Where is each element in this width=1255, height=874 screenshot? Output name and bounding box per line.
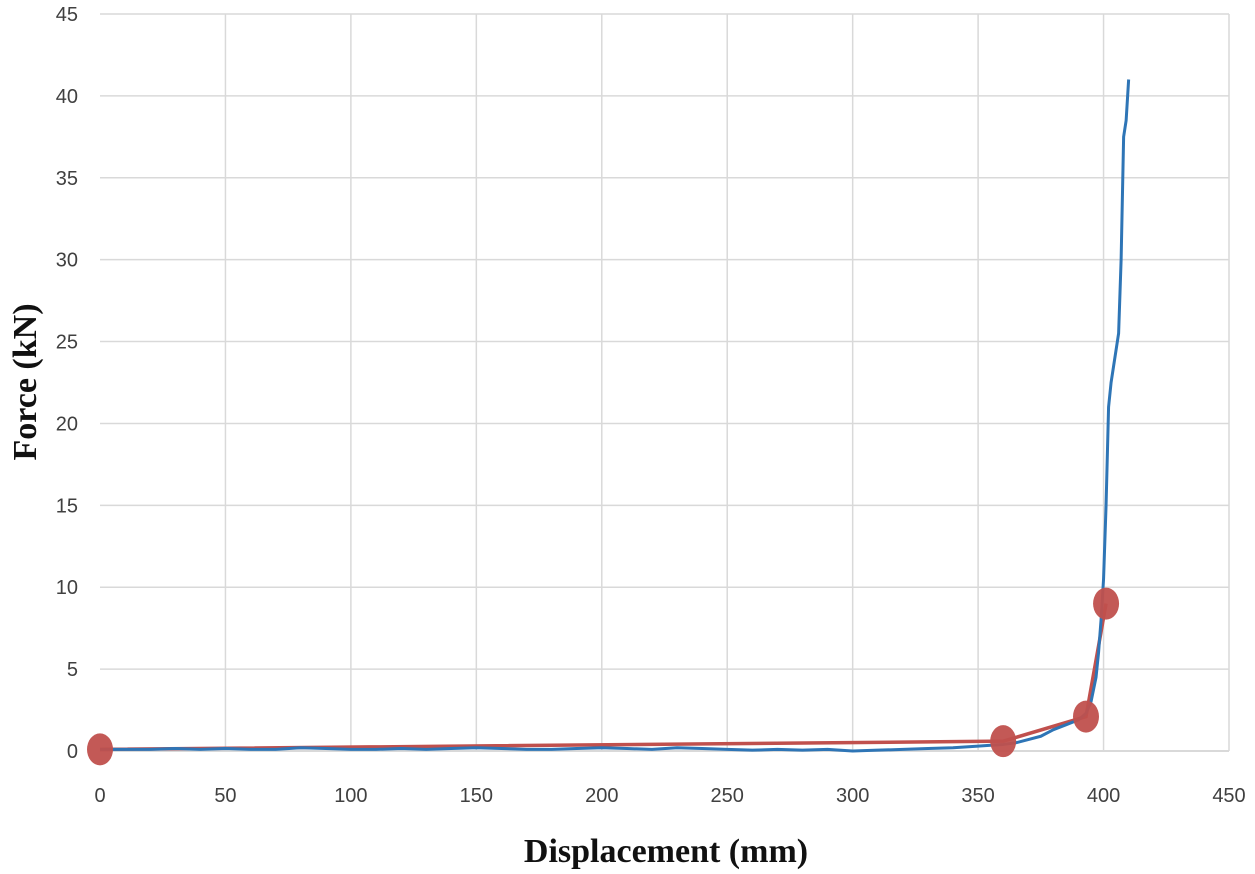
x-tick-label: 350 (961, 785, 994, 807)
tick-labels: 0 50 100 150 200 250 300 350 400 450 0 5 10 15 20 25 30 3… (56, 4, 1246, 807)
fitted-point-marker (1093, 587, 1120, 620)
x-tick-label: 50 (214, 785, 236, 807)
y-tick-label: 35 (56, 168, 78, 190)
gridlines (100, 13, 1230, 751)
y-tick-label: 30 (56, 250, 78, 272)
fitted-point-marker (87, 733, 113, 766)
y-tick-label: 45 (56, 4, 78, 26)
measured-curve (100, 79, 1131, 753)
fitted-line (99, 603, 1108, 752)
y-tick-label: 25 (56, 332, 78, 354)
x-tick-label: 300 (836, 785, 869, 807)
y-tick-label: 5 (67, 659, 78, 681)
y-tick-label: 40 (56, 86, 78, 108)
y-tick-label: 10 (56, 577, 78, 599)
series-layer (99, 79, 1131, 753)
x-tick-label: 450 (1212, 785, 1245, 807)
x-tick-label: 150 (460, 785, 493, 807)
markers-layer (87, 587, 1120, 766)
x-tick-label: 200 (585, 785, 618, 807)
y-tick-label: 15 (56, 495, 78, 517)
x-tick-label: 400 (1087, 785, 1120, 807)
fitted-point-marker (1072, 700, 1099, 733)
fitted-point-marker (990, 725, 1017, 758)
x-tick-label: 100 (334, 785, 367, 807)
y-tick-label: 0 (67, 741, 78, 763)
x-tick-label: 250 (711, 785, 744, 807)
x-tick-label: 0 (94, 785, 105, 807)
y-axis-title: Force (kN) (7, 303, 44, 460)
y-tick-label: 20 (56, 413, 78, 435)
x-axis-title: Displacement (mm) (524, 833, 808, 870)
